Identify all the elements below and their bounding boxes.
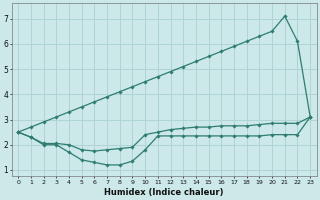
X-axis label: Humidex (Indice chaleur): Humidex (Indice chaleur)	[104, 188, 224, 197]
